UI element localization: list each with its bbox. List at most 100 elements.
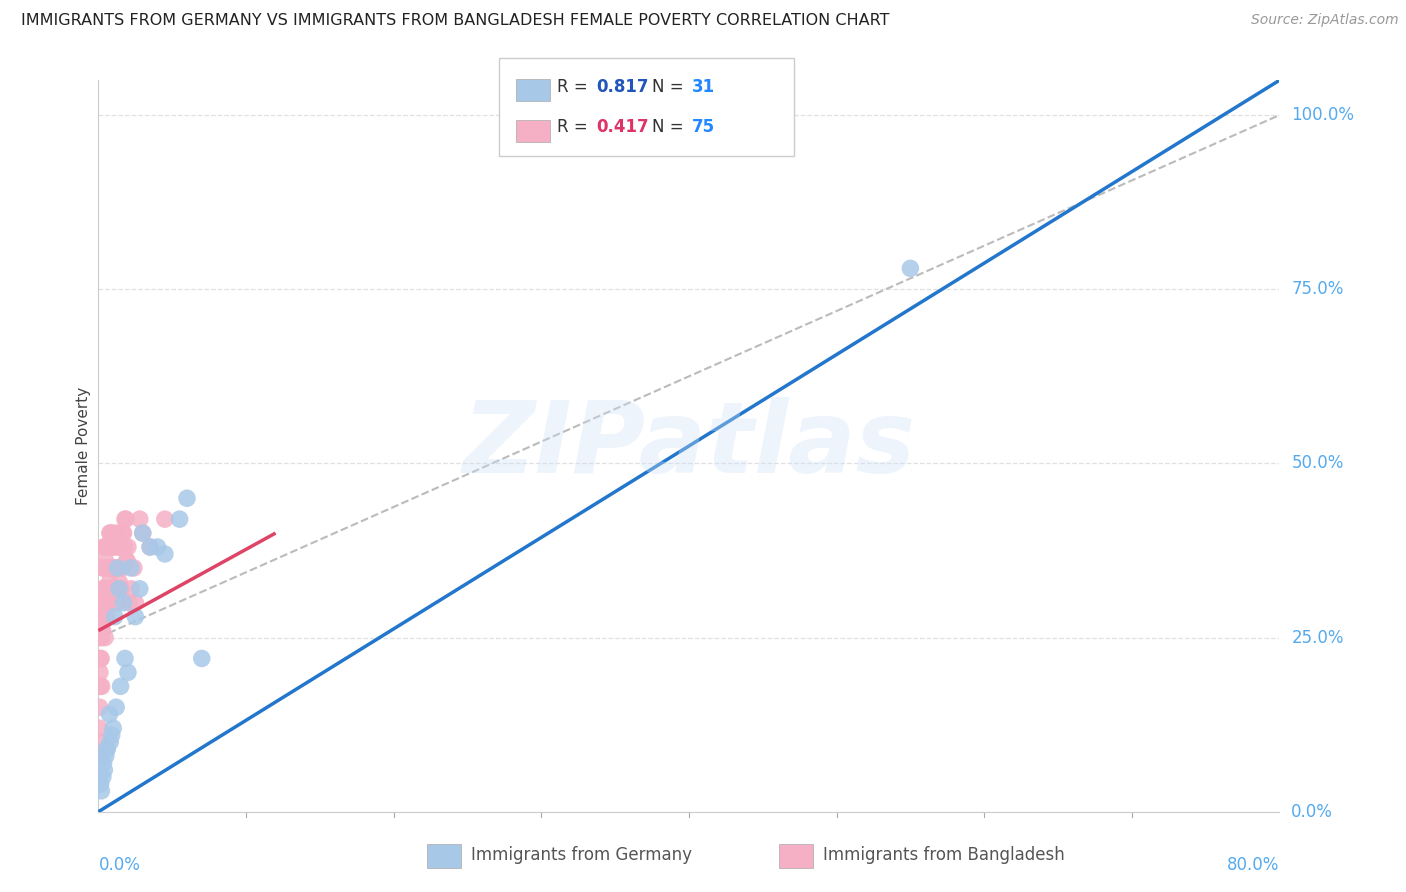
Point xyxy=(94,631,117,645)
Text: Source: ZipAtlas.com: Source: ZipAtlas.com xyxy=(1251,13,1399,28)
Point xyxy=(110,679,132,693)
Point xyxy=(112,526,135,541)
Point xyxy=(105,700,128,714)
Point xyxy=(120,561,142,575)
Point xyxy=(87,749,110,764)
Point xyxy=(117,540,139,554)
Point xyxy=(107,526,129,541)
Point xyxy=(93,756,115,770)
Point xyxy=(120,582,142,596)
Point xyxy=(108,540,131,554)
Point xyxy=(139,540,162,554)
Point xyxy=(900,261,922,276)
Point xyxy=(93,540,115,554)
Point xyxy=(98,735,121,749)
Point xyxy=(114,512,136,526)
Text: Immigrants from Germany: Immigrants from Germany xyxy=(471,847,692,864)
Point xyxy=(111,561,134,575)
Point xyxy=(111,526,134,541)
Point xyxy=(97,582,120,596)
Point xyxy=(128,512,150,526)
Point xyxy=(96,561,118,575)
Point xyxy=(90,784,112,798)
Text: IMMIGRANTS FROM GERMANY VS IMMIGRANTS FROM BANGLADESH FEMALE POVERTY CORRELATION: IMMIGRANTS FROM GERMANY VS IMMIGRANTS FR… xyxy=(21,13,890,29)
Point xyxy=(112,540,135,554)
Point xyxy=(93,596,115,610)
Text: 75.0%: 75.0% xyxy=(1291,280,1344,298)
Text: ZIPatlas: ZIPatlas xyxy=(463,398,915,494)
Text: 100.0%: 100.0% xyxy=(1291,106,1354,124)
Point xyxy=(104,609,127,624)
Text: R =: R = xyxy=(557,118,593,136)
Point xyxy=(94,582,117,596)
Point xyxy=(108,582,131,596)
Point xyxy=(91,596,114,610)
Point xyxy=(91,582,114,596)
Point xyxy=(114,512,136,526)
Point xyxy=(98,526,121,541)
Point xyxy=(89,631,111,645)
Text: Immigrants from Bangladesh: Immigrants from Bangladesh xyxy=(823,847,1064,864)
Point xyxy=(93,582,115,596)
Point xyxy=(124,596,146,610)
Point xyxy=(132,526,155,541)
Point xyxy=(191,651,214,665)
Point xyxy=(108,574,131,589)
Point xyxy=(90,596,112,610)
Point xyxy=(97,596,120,610)
Point xyxy=(114,651,136,665)
Text: 80.0%: 80.0% xyxy=(1227,855,1279,873)
Point xyxy=(91,561,114,575)
Point xyxy=(139,540,162,554)
Point xyxy=(96,561,118,575)
Point xyxy=(101,582,124,596)
Point xyxy=(90,679,112,693)
Text: 0.0%: 0.0% xyxy=(98,855,141,873)
Point xyxy=(105,540,128,554)
Point xyxy=(89,735,111,749)
Point xyxy=(169,512,191,526)
Point xyxy=(94,596,117,610)
Text: R =: R = xyxy=(557,78,593,96)
Point xyxy=(153,547,176,561)
Point xyxy=(124,609,146,624)
Point xyxy=(97,540,120,554)
Point xyxy=(104,561,127,575)
Text: 0.417: 0.417 xyxy=(596,118,648,136)
Point xyxy=(103,526,125,541)
Point xyxy=(91,770,114,784)
Point xyxy=(105,596,128,610)
Y-axis label: Female Poverty: Female Poverty xyxy=(76,387,91,505)
Point xyxy=(91,624,114,638)
Point xyxy=(90,651,112,665)
Point xyxy=(96,609,118,624)
Point xyxy=(89,679,111,693)
Point xyxy=(89,665,111,680)
Text: 0.817: 0.817 xyxy=(596,78,648,96)
Text: 0.0%: 0.0% xyxy=(1291,803,1333,821)
Point xyxy=(122,561,145,575)
Point xyxy=(115,554,138,568)
Point xyxy=(103,561,125,575)
Point xyxy=(90,777,112,791)
Text: 50.0%: 50.0% xyxy=(1291,454,1344,473)
Point xyxy=(100,561,122,575)
Point xyxy=(118,596,141,610)
Point xyxy=(90,609,112,624)
Text: N =: N = xyxy=(652,118,689,136)
Point xyxy=(89,721,111,735)
Point xyxy=(89,700,111,714)
Text: N =: N = xyxy=(652,78,689,96)
Point xyxy=(98,574,121,589)
Point xyxy=(97,540,120,554)
Point xyxy=(90,631,112,645)
Point xyxy=(89,651,111,665)
Point xyxy=(101,582,124,596)
Point xyxy=(90,609,112,624)
Point xyxy=(94,554,117,568)
Point xyxy=(100,561,122,575)
Point xyxy=(115,554,138,568)
Point xyxy=(93,763,115,777)
Point xyxy=(112,596,135,610)
Point xyxy=(98,707,121,722)
